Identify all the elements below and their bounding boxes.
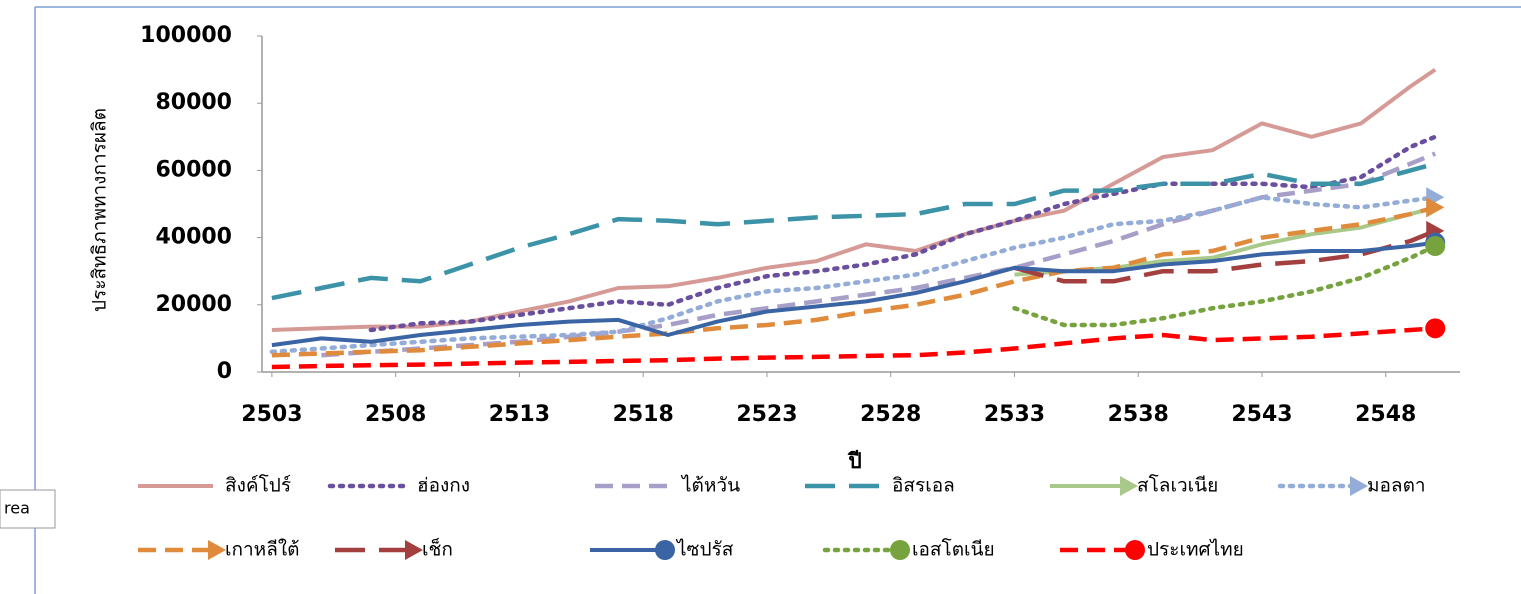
y-tick-label: 40000: [155, 225, 232, 250]
y-tick-label: 60000: [155, 157, 232, 182]
legend-marker: [890, 540, 910, 560]
series-line: [368, 134, 1438, 333]
legend-label: ฮ่องกง: [417, 475, 470, 497]
x-tick-label: 2523: [736, 402, 797, 427]
y-axis-label: ประสิทธิภาพทางการผลิต: [89, 108, 111, 312]
x-tick-label: 2518: [613, 402, 674, 427]
series-line: [271, 240, 1436, 348]
tooltip: rea: [4, 499, 30, 518]
legend-label: สิงค์โปร์: [225, 474, 291, 497]
x-tick-label: 2538: [1108, 402, 1169, 427]
legend-marker: [1120, 476, 1138, 496]
series-line: [321, 151, 1437, 358]
end-marker: [1426, 197, 1445, 218]
y-tick-label: 100000: [140, 23, 232, 48]
legend-label: อิสรเอล: [892, 475, 955, 497]
series-line: [271, 205, 1436, 358]
x-tick-label: 2513: [489, 402, 550, 427]
y-tick-label: 20000: [155, 292, 232, 317]
end-marker: [1425, 236, 1446, 256]
legend-marker: [1125, 540, 1145, 560]
legend-marker: [1350, 476, 1368, 496]
series-line: [271, 161, 1436, 301]
series-line: [269, 195, 1438, 355]
x-tick-label: 2548: [1355, 402, 1416, 427]
legend-marker: [208, 540, 226, 560]
x-tick-label: 2528: [860, 402, 921, 427]
legend-label: เกาหลีใต้: [225, 539, 299, 561]
legend-marker: [655, 540, 675, 560]
series-line: [1012, 243, 1438, 328]
legend-label: ไต้หวัน: [680, 475, 740, 497]
legend-label: มอลตา: [1367, 475, 1426, 497]
x-tick-label: 2508: [365, 402, 426, 427]
x-tick-label: 2503: [241, 402, 302, 427]
end-marker: [1425, 318, 1446, 339]
x-tick-label: 2533: [984, 402, 1045, 427]
tooltip-box: [0, 489, 56, 529]
legend-label: ไซปรัส: [675, 539, 734, 561]
legend-label: ประเทศไทย: [1147, 539, 1244, 561]
legend-marker: [405, 540, 423, 560]
legend-label: เอสโตเนีย: [912, 538, 995, 561]
y-tick-label: 0: [217, 359, 232, 384]
y-tick-label: 80000: [155, 90, 232, 115]
x-axis-label: ปี: [847, 449, 862, 473]
series-line: [1014, 205, 1436, 277]
x-tick-label: 2543: [1231, 402, 1292, 427]
series-line: [271, 326, 1436, 370]
legend-label: เช็ก: [422, 537, 453, 561]
legend-label: สโลเวเนีย: [1137, 474, 1218, 497]
